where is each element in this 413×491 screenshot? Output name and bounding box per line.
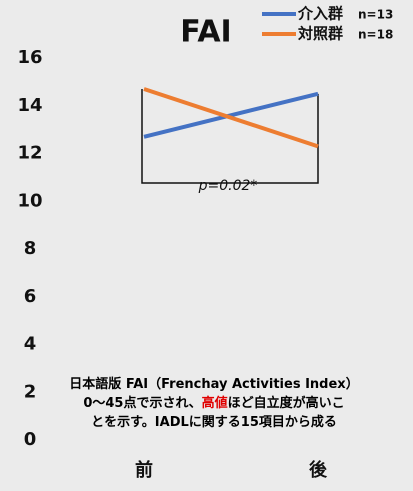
note-line: 日本語版 FAI（Frenchay Activities Index） (69, 376, 358, 392)
y-tick-label: 8 (24, 238, 37, 259)
series-line (143, 91, 319, 139)
y-tick-label: 12 (17, 143, 42, 164)
note-segment: 高値 (202, 395, 228, 411)
legend-n: n=18 (358, 28, 393, 42)
y-tick-label: 6 (24, 286, 37, 307)
legend-n: n=13 (358, 8, 393, 22)
y-tick-label: 10 (17, 190, 42, 211)
note-segment: とを示す。IADLに関する15項目から成る (91, 414, 337, 430)
x-tick-label: 前 (135, 459, 153, 481)
note-segment: 日本語版 FAI（Frenchay Activities Index） (69, 376, 358, 392)
significance-bracket (141, 89, 319, 184)
note-line: とを示す。IADLに関する15項目から成る (91, 414, 337, 430)
note-segment: 0～45点で示され、 (83, 395, 201, 411)
series-line (143, 87, 319, 149)
y-tick-label: 0 (24, 429, 37, 450)
y-tick-label: 2 (24, 381, 37, 402)
chart-title: FAI (180, 15, 231, 50)
legend-label: 介入群 (297, 5, 343, 23)
p-value: p=0.02* (198, 178, 258, 194)
y-tick-label: 16 (17, 47, 42, 68)
legend-label: 対照群 (297, 25, 343, 43)
y-tick-label: 14 (17, 95, 42, 116)
note-segment: ほど自立度が高いこ (228, 395, 345, 411)
y-tick-label: 4 (24, 334, 37, 355)
x-tick-label: 後 (309, 459, 328, 481)
note-line: 0～45点で示され、高値ほど自立度が高いこ (83, 395, 344, 411)
